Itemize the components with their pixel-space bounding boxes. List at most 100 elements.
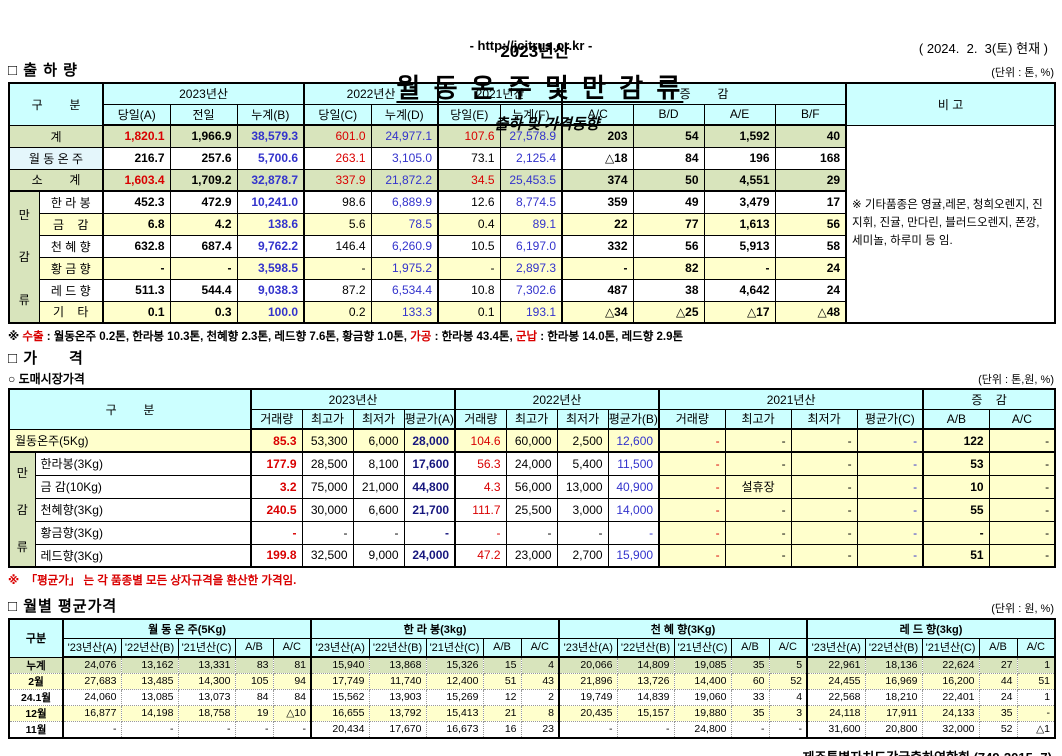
- table-cell: 1,709.2: [169, 168, 238, 192]
- table-cell: 6,000: [352, 428, 405, 453]
- table-cell: 84: [272, 688, 312, 706]
- table-cell: 22,624: [921, 656, 980, 674]
- column-header: A/E: [703, 103, 776, 126]
- table-cell: 25,453.5: [499, 168, 563, 192]
- table-cell: 15,413: [425, 704, 484, 722]
- table-cell: 16: [482, 720, 522, 738]
- table-cell: 6,197.0: [499, 234, 563, 258]
- table-cell: -: [658, 474, 726, 499]
- column-header: '23년산(A): [310, 637, 370, 658]
- column-header: '21년산(C): [177, 637, 236, 658]
- table-cell: △34: [561, 300, 634, 324]
- table-cell: 3,479: [703, 190, 776, 214]
- table-cell: 17,911: [864, 704, 923, 722]
- table-cell: 60: [730, 672, 770, 690]
- table-cell: 196: [703, 146, 776, 170]
- table-cell: -: [856, 497, 924, 522]
- column-header: B/F: [774, 103, 847, 126]
- table-row: 누계 24,076 13,162 13,331 83 81 15,940 13,868 15,3…: [8, 656, 1056, 674]
- footnote-segment: 수출: [22, 331, 44, 343]
- title-year: 2023년산: [500, 42, 570, 61]
- row-header: 금 감: [38, 212, 104, 236]
- table-cell: 32,878.7: [236, 168, 305, 192]
- table-cell: △25: [632, 300, 705, 324]
- table-cell: -: [658, 451, 726, 476]
- table-cell: 38,579.3: [236, 124, 305, 148]
- table-row: 금 감(10Kg) 3.2 75,000 21,000 44,800 4.3 56,000 1…: [9, 474, 1056, 499]
- table-cell: -: [658, 497, 726, 522]
- row-header: 월동온주(5Kg): [8, 428, 252, 453]
- column-group-header: 레 드 향(3kg): [806, 618, 1056, 639]
- row-header: 황금향(3Kg): [34, 520, 252, 545]
- table-cell: 0.1: [102, 300, 171, 324]
- column-group-header: 2022년산: [454, 388, 660, 410]
- table-cell: 5,913: [703, 234, 776, 258]
- title-block: 2023년산 월 동 온 주 및 만 감 류 출하 및 가격동향: [8, 4, 1054, 133]
- row-header: 12월: [8, 704, 64, 722]
- footnote-export: ※ 수출 : 월동온주 0.2톤, 한라봉 10.3톤, 천혜향 2.3톤, 레…: [8, 328, 1054, 344]
- table-cell: 6.8: [102, 212, 171, 236]
- table-cell: 77: [632, 212, 705, 236]
- table-cell: 601.0: [303, 124, 372, 148]
- table-cell: 23,000: [505, 543, 558, 568]
- table-cell: -: [730, 720, 770, 738]
- table-cell: 1,820.1: [102, 124, 171, 148]
- table-cell: 87.2: [303, 278, 372, 302]
- table-cell: 35: [730, 704, 770, 722]
- table-cell: 0.1: [437, 300, 501, 324]
- table-cell: -: [352, 520, 405, 545]
- table-cell: 58: [774, 234, 847, 258]
- table-cell: 49: [632, 190, 705, 214]
- table-cell: 98.6: [303, 190, 372, 214]
- table-cell: 511.3: [102, 278, 171, 302]
- table-cell: 359: [561, 190, 634, 214]
- table-cell: 19,749: [558, 688, 618, 706]
- table-cell: 2,500: [556, 428, 609, 453]
- table-cell: 89.1: [499, 212, 563, 236]
- table-cell: 20,800: [864, 720, 923, 738]
- column-header: 거래량: [250, 408, 303, 430]
- footnote-average-price: ※ 「평균가」 는 각 품종별 모든 상자규격을 환산한 가격임.: [8, 575, 297, 587]
- table-cell: -: [437, 256, 501, 280]
- table-cell: 56.3: [454, 451, 507, 476]
- table-cell: 332: [561, 234, 634, 258]
- table-cell: -: [988, 520, 1056, 545]
- table-row: 천 혜 향 632.8 687.4 9,762.2 146.4 6,260.9 10.5 6,…: [9, 234, 1055, 258]
- table-cell: 4.2: [169, 212, 238, 236]
- table-cell: 8,100: [352, 451, 405, 476]
- column-header: 최저가: [790, 408, 858, 430]
- table-cell: 13,726: [616, 672, 675, 690]
- column-group-header: 천 혜 향(3Kg): [557, 618, 808, 639]
- table-cell: 632.8: [102, 234, 171, 258]
- table-cell: 10.8: [437, 278, 501, 302]
- table-cell: △18: [561, 146, 634, 170]
- table-cell: 35: [730, 656, 770, 674]
- table-cell: 18,136: [864, 656, 923, 674]
- table-cell: 24,000: [403, 543, 456, 568]
- column-header: '23년산(A): [558, 637, 618, 658]
- table-cell: -: [724, 520, 792, 545]
- column-group-header: 2023년산: [250, 388, 456, 410]
- table-cell: 24,800: [673, 720, 732, 738]
- table-cell: -: [856, 451, 924, 476]
- table-cell: 75,000: [301, 474, 354, 499]
- column-group-header: 증 감: [922, 388, 1056, 410]
- table-cell: 10: [922, 474, 990, 499]
- table-cell: -: [303, 256, 372, 280]
- section-title-price: □ 가 격: [8, 350, 84, 367]
- table-cell: 22,961: [806, 656, 866, 674]
- table-cell: 193.1: [499, 300, 563, 324]
- table-cell: 104.6: [454, 428, 507, 453]
- table-cell: 34.5: [437, 168, 501, 192]
- monthly-unit-label: (단위 : 원, %): [991, 603, 1054, 615]
- table-row: 기 타 0.1 0.3 100.0 0.2 133.3 0.1 193.1 △34 △25 △17 △…: [9, 300, 1055, 324]
- column-header: 평균가(A): [403, 408, 456, 430]
- table-cell: 24,455: [806, 672, 866, 690]
- table-cell: 21,872.2: [370, 168, 439, 192]
- table-cell: -: [658, 520, 726, 545]
- table-cell: 16,200: [921, 672, 980, 690]
- table-cell: 84: [632, 146, 705, 170]
- table-cell: 452.3: [102, 190, 171, 214]
- table-cell: △10: [272, 704, 312, 722]
